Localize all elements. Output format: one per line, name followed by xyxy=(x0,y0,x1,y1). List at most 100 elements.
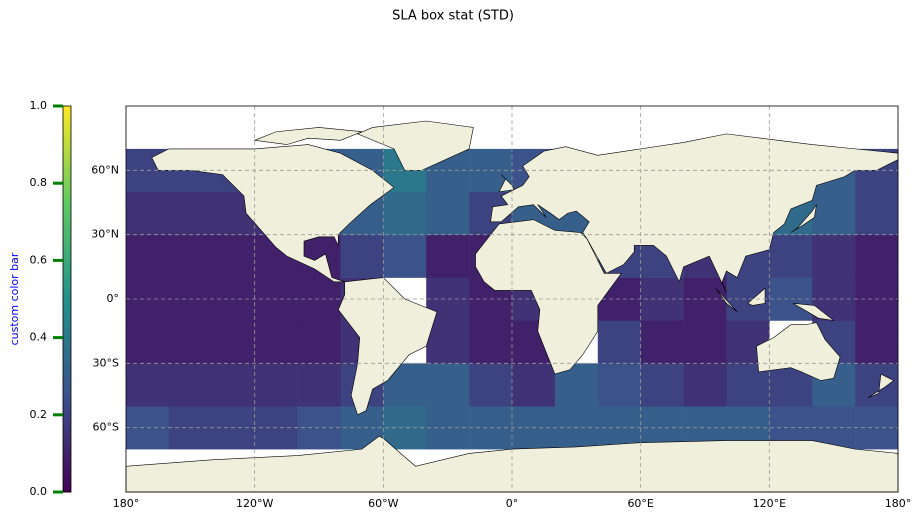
land xyxy=(756,322,841,381)
land xyxy=(498,174,515,193)
cell xyxy=(211,363,255,407)
colorbar-segment xyxy=(63,484,71,489)
colorbar-segment xyxy=(63,426,71,431)
x-tick-label: 0° xyxy=(506,497,519,510)
x-tick-label: 60°W xyxy=(368,497,398,510)
colorbar-segment xyxy=(63,449,71,454)
colorbar-segment xyxy=(63,136,71,142)
colorbar-segment xyxy=(63,194,71,200)
land xyxy=(356,120,474,171)
cell xyxy=(812,234,856,278)
colorbar-segment xyxy=(63,349,71,354)
colorbar-segment xyxy=(63,306,71,312)
colorbar-label: custom color bar xyxy=(8,252,21,345)
y-tick-label: 60°N xyxy=(91,163,119,176)
colorbar-segment xyxy=(63,279,71,285)
colorbar-segment xyxy=(63,268,71,273)
colorbar-segment xyxy=(63,314,71,319)
cell xyxy=(297,320,341,364)
colorbar-segment xyxy=(63,148,71,153)
colorbar-segment xyxy=(63,380,71,385)
colorbar-segment xyxy=(63,171,71,176)
colorbar-segment xyxy=(63,241,71,246)
y-tick-label: 0° xyxy=(107,292,120,305)
colorbar-segment xyxy=(63,190,71,196)
cell xyxy=(426,320,470,364)
colorbar-tick-label: 0.4 xyxy=(30,331,48,344)
cell xyxy=(168,363,213,407)
colorbar-segment xyxy=(63,106,71,111)
colorbar-segment xyxy=(63,360,71,366)
colorbar-segment xyxy=(63,179,71,184)
chart-title: SLA box stat (STD) xyxy=(392,9,514,24)
cell xyxy=(683,363,727,407)
colorbar-segment xyxy=(63,353,71,358)
colorbar-segment xyxy=(63,414,71,420)
colorbar-segment xyxy=(63,333,71,339)
cell xyxy=(683,277,727,321)
colorbar-segment xyxy=(63,167,71,173)
colorbar-segment xyxy=(63,225,71,231)
colorbar-segment xyxy=(63,326,71,331)
colorbar-segment xyxy=(63,217,71,223)
colorbar-segment xyxy=(63,368,71,373)
colorbar-segment xyxy=(63,480,71,485)
colorbar-tick-label: 0.6 xyxy=(30,253,48,266)
colorbar-segment xyxy=(63,407,71,412)
colorbar-segment xyxy=(63,256,71,261)
colorbar-segment xyxy=(63,237,71,242)
colorbar-segment xyxy=(63,287,71,292)
cell xyxy=(126,234,170,278)
colorbar-segment xyxy=(63,291,71,296)
colorbar-segment xyxy=(63,214,71,219)
colorbar-segment xyxy=(63,310,71,315)
colorbar-segment xyxy=(63,329,71,335)
colorbar-segment xyxy=(63,372,71,377)
cell xyxy=(254,363,298,407)
colorbar-segment xyxy=(63,445,71,451)
colorbar-segment xyxy=(63,233,71,238)
colorbar-segment xyxy=(63,476,71,481)
colorbar-segment xyxy=(63,271,71,277)
colorbar-segment xyxy=(63,129,71,134)
land xyxy=(151,144,395,283)
x-tick-label: 180° xyxy=(885,497,912,510)
cell xyxy=(640,320,684,364)
colorbar-segment xyxy=(63,210,71,215)
colorbar-segment xyxy=(63,356,71,362)
colorbar-segment xyxy=(63,275,71,281)
y-tick-label: 60°S xyxy=(93,421,119,434)
cell xyxy=(469,320,513,364)
land xyxy=(747,287,766,306)
colorbar-segment xyxy=(63,244,71,250)
colorbar-segment xyxy=(63,453,71,458)
cell xyxy=(855,363,899,407)
colorbar-segment xyxy=(63,383,71,389)
x-tick-label: 180° xyxy=(113,497,140,510)
colorbar-segment xyxy=(63,341,71,346)
colorbar-segment xyxy=(63,441,71,447)
colorbar-segment xyxy=(63,391,71,396)
colorbar-segment xyxy=(63,260,71,265)
colorbar-tick-label: 1.0 xyxy=(30,99,48,112)
colorbar-segment xyxy=(63,395,71,400)
colorbar-segment xyxy=(63,283,71,288)
cell xyxy=(168,234,213,278)
cell xyxy=(512,363,556,407)
y-tick-label: 30°N xyxy=(91,228,119,241)
land xyxy=(337,277,438,416)
colorbar-segment xyxy=(63,468,71,474)
colorbar-segment xyxy=(63,125,71,130)
cell xyxy=(855,191,899,235)
colorbar-segment xyxy=(63,318,71,323)
colorbar-segment xyxy=(63,264,71,269)
cell xyxy=(426,234,470,278)
colorbar-segment xyxy=(63,248,71,254)
colorbar-segment xyxy=(63,464,71,470)
colorbar-segment xyxy=(63,221,71,227)
colorbar-segment xyxy=(63,422,71,427)
map-frame xyxy=(125,105,899,493)
colorbar-segment xyxy=(63,140,71,146)
colorbar-segment xyxy=(63,410,71,416)
colorbar-segment xyxy=(63,198,71,203)
